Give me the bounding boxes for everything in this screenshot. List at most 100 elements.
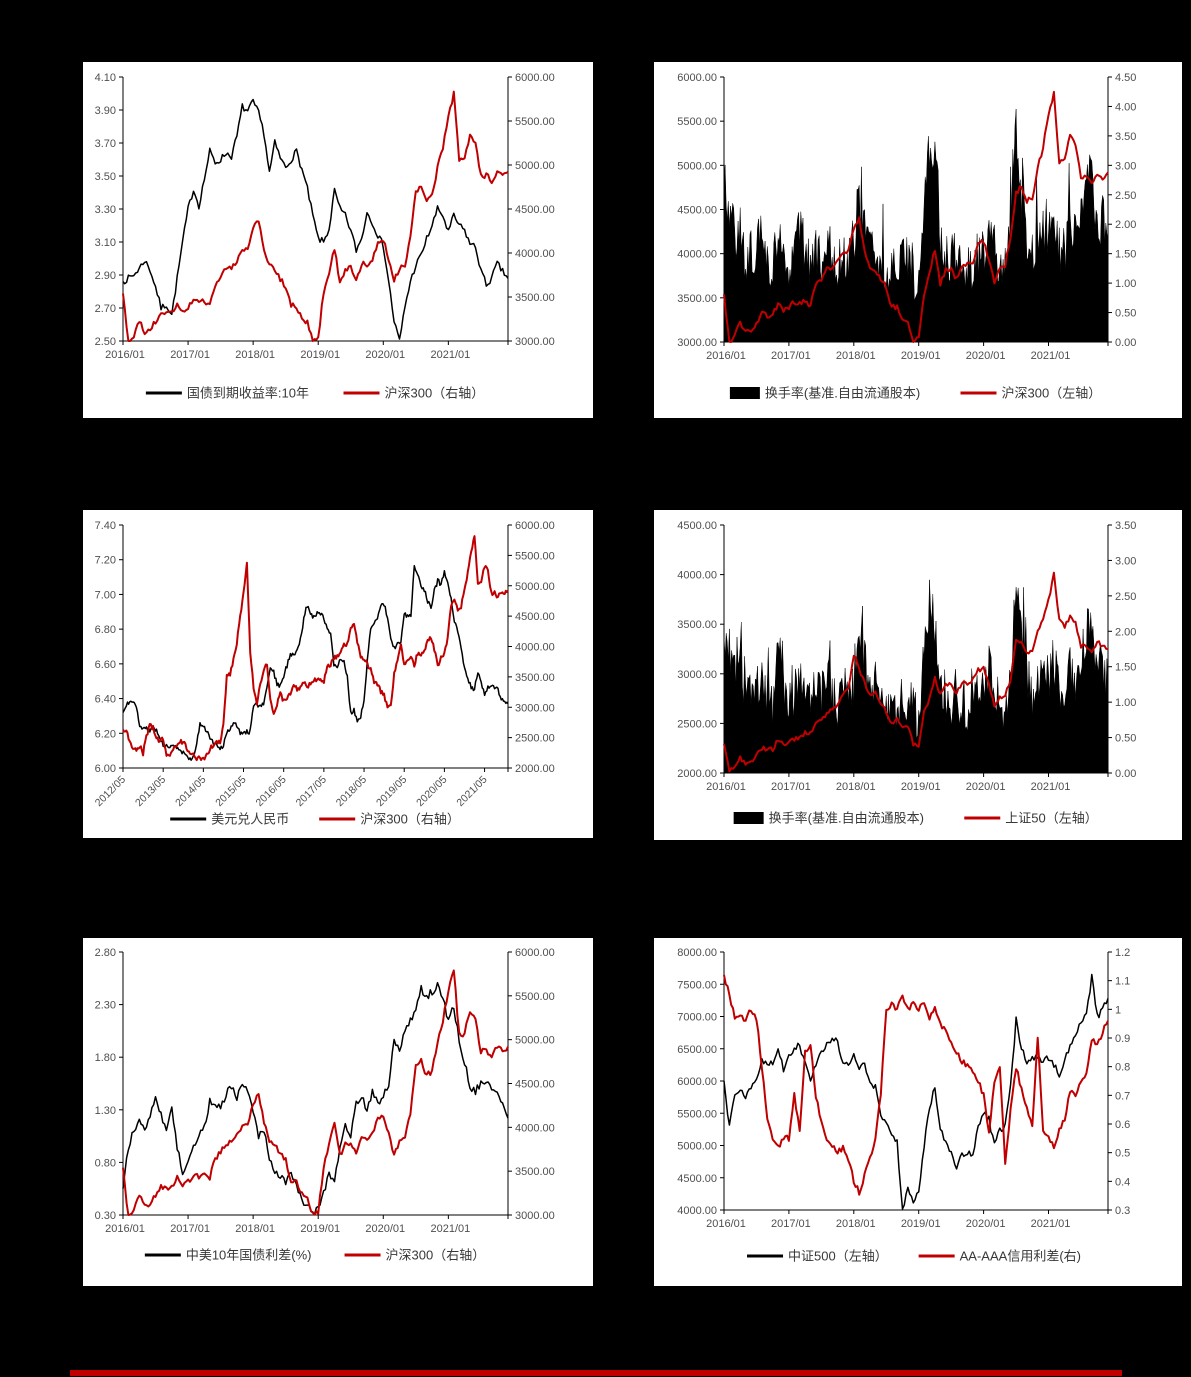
x-axis-tick-label: 2018/01	[836, 781, 876, 793]
x-axis-tick-label: 2017/01	[170, 1223, 210, 1235]
left-axis-tick-label: 6.20	[95, 728, 116, 740]
right-axis-tick-label: 1.2	[1115, 947, 1130, 959]
left-axis-tick-label: 4500.00	[677, 520, 717, 532]
right-axis-tick-label: 3000.00	[515, 1210, 555, 1222]
right-axis-tick-label: 0.00	[1115, 337, 1136, 349]
x-axis-tick-label: 2018/01	[836, 350, 876, 362]
left-axis-tick-label: 3.30	[95, 204, 116, 216]
left-axis-tick-label: 2.50	[95, 336, 116, 348]
right-axis-tick-label: 6000.00	[515, 72, 555, 84]
series-line	[122, 969, 509, 1216]
right-axis-tick-label: 3.50	[1115, 520, 1136, 532]
chart-panel-csi500-vs-credit-spread: 8000.00 7500.00 7000.00 6500.00 6000.00 5500.…	[654, 938, 1182, 1286]
right-axis-tick-label: 0.7	[1115, 1090, 1130, 1102]
left-axis-tick-label: 0.80	[95, 1157, 116, 1169]
legend-label: 沪深300（右轴）	[385, 386, 485, 401]
left-axis-tick-label: 5500.00	[677, 116, 717, 128]
x-axis-tick-label: 2021/01	[430, 1223, 470, 1235]
legend-label: 沪深300（右轴）	[386, 1248, 486, 1263]
x-axis-tick-label: 2013/05	[133, 774, 168, 809]
right-axis-tick-label: 3.00	[1115, 160, 1136, 172]
right-axis-tick-label: 0.6	[1115, 1119, 1130, 1131]
chart-panel-turnover-vs-csi300: 6000.00 5500.00 5000.00 4500.00 4000.00 3500.…	[654, 62, 1182, 418]
right-axis-tick-label: 0.8	[1115, 1062, 1130, 1074]
left-axis-tick-label: 4.10	[95, 72, 116, 84]
left-axis-tick-label: 8000.00	[677, 947, 717, 959]
right-axis-tick-label: 1	[1115, 1004, 1121, 1016]
series-line	[122, 90, 509, 342]
x-axis-tick-label: 2017/01	[771, 781, 811, 793]
left-axis-tick-label: 6000.00	[677, 1076, 717, 1088]
x-axis-tick-label: 2019/01	[300, 1223, 340, 1235]
x-axis-tick-label: 2016/01	[706, 781, 746, 793]
x-axis-tick-label: 2019/01	[901, 1218, 941, 1230]
right-axis-tick-label: 4500.00	[515, 204, 555, 216]
series-line	[122, 564, 509, 761]
right-axis-tick-label: 4500.00	[515, 1079, 555, 1091]
left-axis-tick-label: 6.00	[95, 763, 116, 775]
chart-turnover-vs-csi300: 6000.00 5500.00 5000.00 4500.00 4000.00 3500.…	[677, 72, 1136, 401]
left-axis-tick-label: 7000.00	[677, 1012, 717, 1024]
chart-panel-usdcny-vs-csi300: 7.40 7.20 7.00 6.80 6.60 6.40 6.20 6.00 6000.00 5…	[83, 510, 593, 838]
x-axis-tick-label: 2020/05	[414, 774, 449, 809]
left-axis-tick-label: 7.00	[95, 589, 116, 601]
x-axis-tick-label: 2021/05	[454, 774, 489, 809]
series-line	[723, 973, 1109, 1210]
left-axis-tick-label: 5000.00	[677, 1141, 717, 1153]
chart-panel-rate-spread-vs-csi300: 2.80 2.30 1.80 1.30 0.80 0.30 6000.00 5500.00 50…	[83, 938, 593, 1286]
left-axis-tick-label: 5500.00	[677, 1108, 717, 1120]
left-axis-tick-label: 3.50	[95, 171, 116, 183]
left-axis-tick-label: 1.80	[95, 1052, 116, 1064]
right-axis-tick-label: 1.00	[1115, 697, 1136, 709]
right-axis-tick-label: 2.50	[1115, 190, 1136, 202]
legend-label: AA-AAA信用利差(右)	[960, 1249, 1081, 1264]
right-axis-tick-label: 0.00	[1115, 768, 1136, 780]
right-axis-tick-label: 0.50	[1115, 733, 1136, 745]
right-axis-tick-label: 5000.00	[515, 160, 555, 172]
right-axis-tick-label: 5500.00	[515, 991, 555, 1003]
left-axis-tick-label: 3.70	[95, 138, 116, 150]
right-axis-tick-label: 4.00	[1115, 101, 1136, 113]
right-axis-tick-label: 2500.00	[515, 733, 555, 745]
right-axis-tick-label: 1.50	[1115, 662, 1136, 674]
left-axis-tick-label: 0.30	[95, 1210, 116, 1222]
legend-bar-swatch	[729, 387, 760, 399]
x-axis-tick-label: 2015/05	[213, 774, 248, 809]
x-axis-tick-label: 2021/01	[1031, 1218, 1071, 1230]
x-axis-tick-label: 2017/05	[294, 774, 329, 809]
x-axis-tick-label: 2017/01	[771, 350, 811, 362]
x-axis-tick-label: 2014/05	[173, 774, 208, 809]
left-axis-tick-label: 7.40	[95, 520, 116, 532]
legend-label: 上证50（左轴）	[1005, 811, 1097, 826]
right-axis-tick-label: 4500.00	[515, 611, 555, 623]
left-axis-tick-label: 2.80	[95, 947, 116, 959]
left-axis-tick-label: 6.60	[95, 659, 116, 671]
left-axis-tick-label: 5000.00	[677, 160, 717, 172]
x-axis-tick-label: 2021/01	[1031, 350, 1071, 362]
x-axis-tick-label: 2019/01	[901, 350, 941, 362]
right-axis-tick-label: 0.3	[1115, 1205, 1130, 1217]
left-axis-tick-label: 6500.00	[677, 1044, 717, 1056]
right-axis-tick-label: 6000.00	[515, 520, 555, 532]
chart-turnover-vs-sse50: 4500.00 4000.00 3500.00 3000.00 2500.00 2000.…	[677, 520, 1136, 826]
left-axis-tick-label: 4000.00	[677, 249, 717, 261]
right-axis-tick-label: 3500.00	[515, 672, 555, 684]
left-axis-tick-label: 3500.00	[677, 293, 717, 305]
legend-label: 中美10年国债利差(%)	[186, 1248, 312, 1263]
legend-label: 换手率(基准.自由流通股本)	[769, 811, 924, 826]
series-line	[122, 981, 509, 1215]
x-axis-tick-label: 2016/05	[253, 774, 288, 809]
series-line	[723, 974, 1109, 1196]
right-axis-tick-label: 3500.00	[515, 1166, 555, 1178]
chart-csi500-vs-credit-spread: 8000.00 7500.00 7000.00 6500.00 6000.00 5500.…	[677, 947, 1130, 1264]
x-axis-tick-label: 2020/01	[966, 1218, 1006, 1230]
x-axis-tick-label: 2018/01	[235, 1223, 275, 1235]
left-axis-tick-label: 4000.00	[677, 1205, 717, 1217]
right-axis-tick-label: 1.50	[1115, 249, 1136, 261]
series-line	[723, 90, 1109, 343]
series-line	[122, 98, 509, 340]
left-axis-tick-label: 4000.00	[677, 570, 717, 582]
legend-bar-swatch	[733, 812, 764, 824]
x-axis-tick-label: 2020/01	[966, 781, 1006, 793]
